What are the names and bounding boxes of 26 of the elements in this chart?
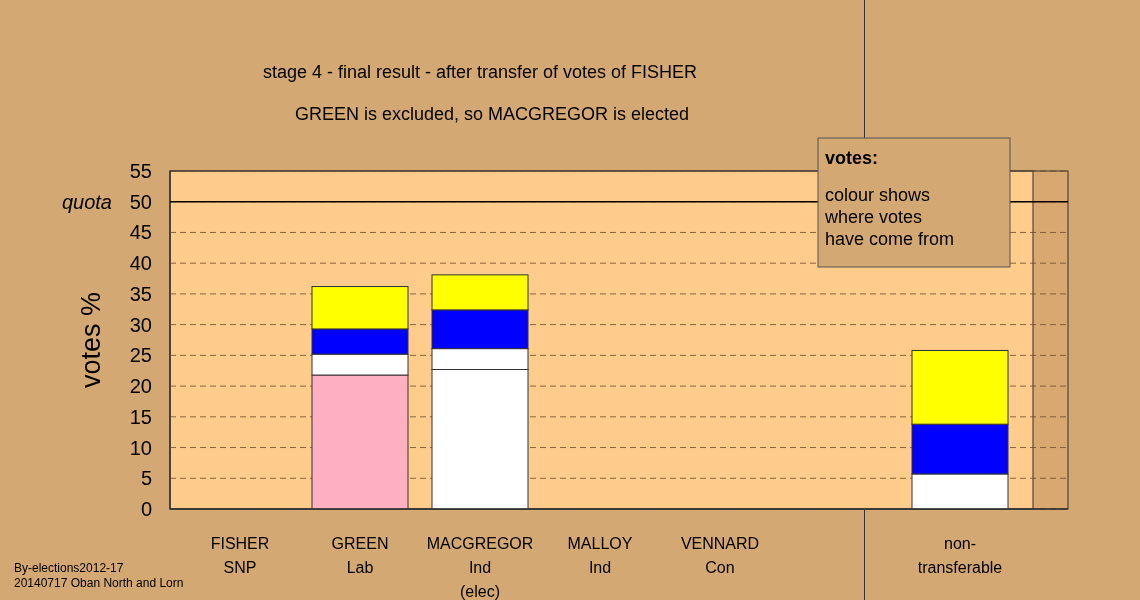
- chart-title: stage 4 - final result - after transfer of votes of FISHER: [262, 62, 698, 82]
- y-tick-label: 0: [140, 498, 152, 520]
- x-tick-label: VENNARD Con: [680, 535, 760, 576]
- y-axis-title: votes %: [76, 291, 106, 389]
- annotation: colour shows where votes have come from: [824, 185, 955, 249]
- y-tick-label: 30: [129, 313, 152, 336]
- x-tick-label: MACGREGOR Ind (elec): [426, 535, 534, 600]
- y-tick-label: 25: [129, 344, 152, 367]
- y-tick-label: 50: [129, 190, 152, 213]
- y-tick-label: 10: [129, 436, 152, 459]
- text: By-elections2012-17: [14, 561, 124, 575]
- chart-subtitle: GREEN is excluded, so MACGREGOR is elected: [294, 104, 690, 124]
- y-tick-label: 55: [129, 160, 152, 182]
- y-tick-label: 5: [140, 467, 152, 490]
- y-tick-label: 15: [129, 405, 152, 428]
- note-box: votes: colour shows where votes have come from: [817, 137, 1011, 268]
- y-tick-label: 45: [129, 221, 152, 244]
- text: 20140717 Oban North and Lorn: [14, 576, 184, 590]
- x-tick-label: FISHER SNP: [210, 535, 270, 576]
- ref-line-label: quota: [61, 190, 112, 213]
- x-tick-label: MALLOY Ind: [567, 535, 633, 576]
- x-tick-label: GREEN Lab: [331, 535, 389, 576]
- x-tick-label: non- transferable: [917, 535, 1003, 576]
- y-tick-label: 35: [129, 282, 152, 305]
- y-tick-label: 20: [129, 375, 152, 398]
- y-tick-label: 40: [129, 252, 152, 275]
